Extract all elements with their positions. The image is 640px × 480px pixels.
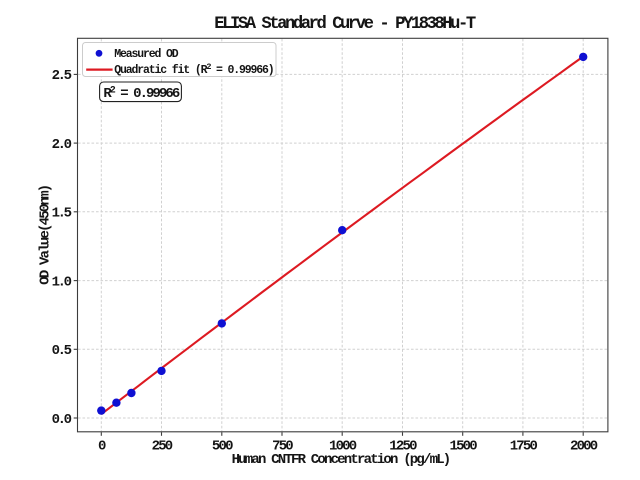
svg-text:ELISA Standard Curve - PY1838H: ELISA Standard Curve - PY1838Hu-T [214, 15, 476, 34]
svg-text:250: 250 [152, 439, 173, 455]
svg-text:Quadratic fit (R2 = 0.99966): Quadratic fit (R2 = 0.99966) [114, 62, 273, 77]
svg-text:R2 = 0.99966: R2 = 0.99966 [103, 85, 179, 102]
svg-text:0.5: 0.5 [52, 343, 72, 359]
svg-text:1750: 1750 [510, 439, 538, 455]
svg-text:OD Value(450nm): OD Value(450nm) [38, 185, 54, 285]
svg-text:Human CNTFR Concentration (pg/: Human CNTFR Concentration (pg/mL) [232, 452, 450, 468]
svg-text:750: 750 [272, 439, 293, 455]
svg-text:1.0: 1.0 [52, 274, 72, 290]
svg-text:1000: 1000 [329, 439, 357, 455]
svg-text:1500: 1500 [449, 439, 477, 455]
svg-text:2000: 2000 [570, 439, 598, 455]
svg-text:1250: 1250 [389, 439, 417, 455]
svg-text:2.5: 2.5 [52, 68, 72, 84]
svg-text:2.0: 2.0 [52, 137, 72, 153]
svg-text:0.0: 0.0 [52, 412, 72, 428]
svg-text:1.5: 1.5 [52, 206, 72, 222]
svg-text:0: 0 [98, 439, 106, 455]
svg-text:500: 500 [212, 439, 233, 455]
svg-text:Measured OD: Measured OD [114, 48, 179, 61]
